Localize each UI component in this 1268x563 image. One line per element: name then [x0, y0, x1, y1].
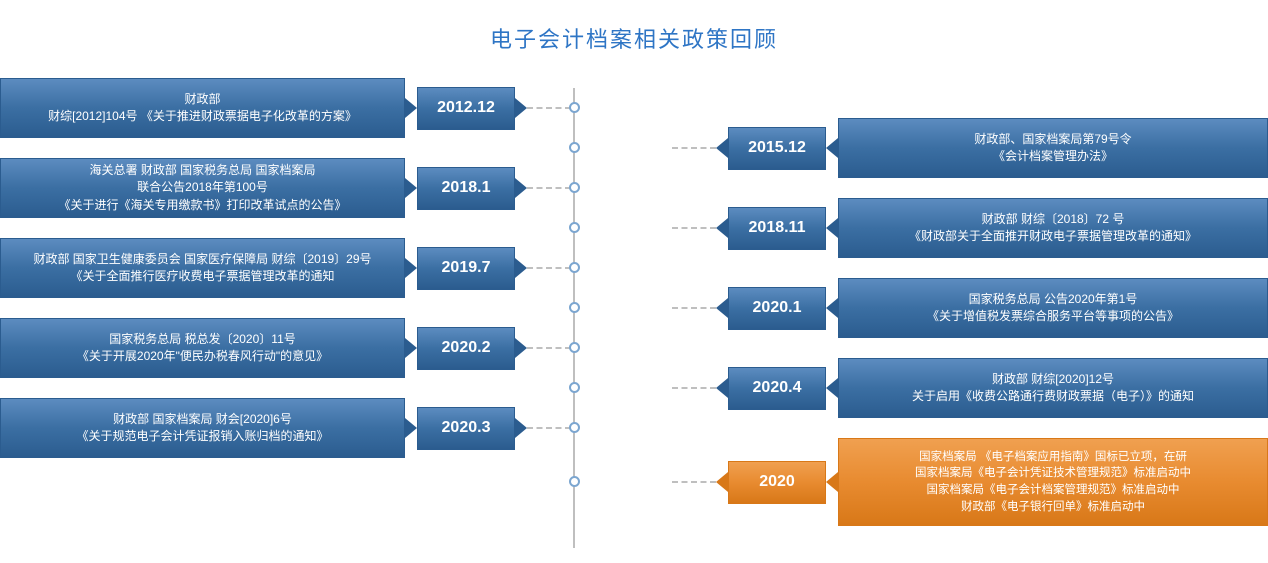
timeline-entry-left: 国家税务总局 税总发〔2020〕11号 《关于开展2020年"便民办税春风行动"… — [0, 318, 571, 378]
arrow-icon — [405, 418, 417, 438]
entry-content: 财政部 国家档案局 财会[2020]6号 《关于规范电子会计凭证报销入账归档的通… — [0, 398, 405, 458]
entry-date: 2018.1 — [417, 167, 515, 210]
timeline-entry-right: 财政部 财综〔2018〕72 号 《财政部关于全面推开财政电子票据管理改革的通知… — [672, 198, 1268, 258]
entry-line: 《关于增值税发票综合服务平台等事项的公告》 — [927, 308, 1179, 325]
timeline-dot — [569, 422, 580, 433]
entry-line: 国家档案局《电子会计凭证技术管理规范》标准启动中 — [915, 465, 1191, 482]
timeline-dot — [569, 342, 580, 353]
entry-line: 《财政部关于全面推开财政电子票据管理改革的通知》 — [909, 228, 1197, 245]
arrow-icon — [515, 258, 527, 278]
arrow-icon — [405, 98, 417, 118]
entry-date: 2018.11 — [728, 207, 826, 250]
arrow-icon — [716, 218, 728, 238]
entry-date: 2020 — [728, 461, 826, 504]
entry-line: 财政部、国家档案局第79号令 — [974, 131, 1131, 148]
entry-content: 财政部 财综[2020]12号 关于启用《收费公路通行费财政票据（电子）》的通知 — [838, 358, 1268, 418]
timeline-dot — [569, 142, 580, 153]
timeline-entry-right: 国家税务总局 公告2020年第1号 《关于增值税发票综合服务平台等事项的公告》 … — [672, 278, 1268, 338]
timeline-dot — [569, 302, 580, 313]
entry-content: 海关总署 财政部 国家税务总局 国家档案局 联合公告2018年第100号 《关于… — [0, 158, 405, 218]
timeline-entry-right: 财政部 财综[2020]12号 关于启用《收费公路通行费财政票据（电子）》的通知… — [672, 358, 1268, 418]
arrow-icon — [515, 98, 527, 118]
timeline-dot — [569, 102, 580, 113]
arrow-icon — [515, 178, 527, 198]
arrow-icon — [716, 472, 728, 492]
entry-content: 国家税务总局 公告2020年第1号 《关于增值税发票综合服务平台等事项的公告》 — [838, 278, 1268, 338]
connector-line — [672, 227, 716, 229]
arrow-icon — [826, 298, 838, 318]
entry-line: 关于启用《收费公路通行费财政票据（电子）》的通知 — [912, 388, 1194, 405]
entry-line: 国家税务总局 公告2020年第1号 — [969, 291, 1138, 308]
arrow-icon — [515, 418, 527, 438]
connector-line — [672, 147, 716, 149]
entry-line: 《关于进行《海关专用缴款书》打印改革试点的公告》 — [58, 197, 346, 214]
timeline-entry-left: 财政部 国家档案局 财会[2020]6号 《关于规范电子会计凭证报销入账归档的通… — [0, 398, 571, 458]
entry-content: 国家档案局 《电子档案应用指南》国标已立项，在研 国家档案局《电子会计凭证技术管… — [838, 438, 1268, 526]
entry-line: 联合公告2018年第100号 — [137, 179, 268, 196]
entry-line: 财政部 国家档案局 财会[2020]6号 — [113, 411, 292, 428]
connector-line — [527, 107, 571, 109]
timeline-dot — [569, 182, 580, 193]
connector-line — [527, 187, 571, 189]
entry-line: 海关总署 财政部 国家税务总局 国家档案局 — [89, 162, 315, 179]
arrow-icon — [716, 138, 728, 158]
connector-line — [527, 347, 571, 349]
entry-content: 财政部 财综〔2018〕72 号 《财政部关于全面推开财政电子票据管理改革的通知… — [838, 198, 1268, 258]
arrow-icon — [405, 338, 417, 358]
entry-line: 《会计档案管理办法》 — [993, 148, 1113, 165]
timeline-entry-left: 财政部 国家卫生健康委员会 国家医疗保障局 财综〔2019〕29号 《关于全面推… — [0, 238, 571, 298]
arrow-icon — [826, 378, 838, 398]
entry-line: 财政部 国家卫生健康委员会 国家医疗保障局 财综〔2019〕29号 — [33, 251, 371, 268]
entry-line: 国家档案局 《电子档案应用指南》国标已立项，在研 — [919, 449, 1187, 466]
connector-line — [672, 481, 716, 483]
entry-line: 财政部《电子银行回单》标准启动中 — [961, 499, 1145, 516]
entry-content: 财政部、国家档案局第79号令 《会计档案管理办法》 — [838, 118, 1268, 178]
connector-line — [672, 307, 716, 309]
timeline-entry-right: 国家档案局 《电子档案应用指南》国标已立项，在研 国家档案局《电子会计凭证技术管… — [672, 438, 1268, 526]
entry-content: 财政部 财综[2012]104号 《关于推进财政票据电子化改革的方案》 — [0, 78, 405, 138]
entry-date: 2019.7 — [417, 247, 515, 290]
arrow-icon — [515, 338, 527, 358]
arrow-icon — [716, 298, 728, 318]
entry-line: 国家档案局《电子会计档案管理规范》标准启动中 — [927, 482, 1180, 499]
timeline: 财政部 财综[2012]104号 《关于推进财政票据电子化改革的方案》 2012… — [0, 78, 1268, 558]
entry-line: 《关于开展2020年"便民办税春风行动"的意见》 — [77, 348, 328, 365]
entry-date: 2012.12 — [417, 87, 515, 130]
entry-date: 2020.3 — [417, 407, 515, 450]
arrow-icon — [826, 218, 838, 238]
timeline-entry-left: 海关总署 财政部 国家税务总局 国家档案局 联合公告2018年第100号 《关于… — [0, 158, 571, 218]
entry-line: 《关于规范电子会计凭证报销入账归档的通知》 — [76, 428, 328, 445]
entry-line: 国家税务总局 税总发〔2020〕11号 — [109, 331, 296, 348]
connector-line — [527, 267, 571, 269]
timeline-dot — [569, 382, 580, 393]
timeline-dot — [569, 476, 580, 487]
entry-line: 财政部 财综[2020]12号 — [992, 371, 1114, 388]
entry-date: 2020.2 — [417, 327, 515, 370]
arrow-icon — [405, 258, 417, 278]
arrow-icon — [405, 178, 417, 198]
timeline-dot — [569, 222, 580, 233]
arrow-icon — [826, 138, 838, 158]
timeline-entry-right: 财政部、国家档案局第79号令 《会计档案管理办法》 2015.12 — [672, 118, 1268, 178]
entry-date: 2020.4 — [728, 367, 826, 410]
entry-content: 国家税务总局 税总发〔2020〕11号 《关于开展2020年"便民办税春风行动"… — [0, 318, 405, 378]
arrow-icon — [716, 378, 728, 398]
connector-line — [672, 387, 716, 389]
entry-line: 《关于全面推行医疗收费电子票据管理改革的通知 — [70, 268, 334, 285]
entry-line: 财综[2012]104号 《关于推进财政票据电子化改革的方案》 — [48, 108, 357, 125]
connector-line — [527, 427, 571, 429]
timeline-entry-left: 财政部 财综[2012]104号 《关于推进财政票据电子化改革的方案》 2012… — [0, 78, 571, 138]
entry-content: 财政部 国家卫生健康委员会 国家医疗保障局 财综〔2019〕29号 《关于全面推… — [0, 238, 405, 298]
entry-date: 2020.1 — [728, 287, 826, 330]
entry-line: 财政部 财综〔2018〕72 号 — [982, 211, 1125, 228]
arrow-icon — [826, 472, 838, 492]
entry-line: 财政部 — [184, 91, 220, 108]
entry-date: 2015.12 — [728, 127, 826, 170]
timeline-dot — [569, 262, 580, 273]
page-title: 电子会计档案相关政策回顾 — [0, 0, 1268, 54]
